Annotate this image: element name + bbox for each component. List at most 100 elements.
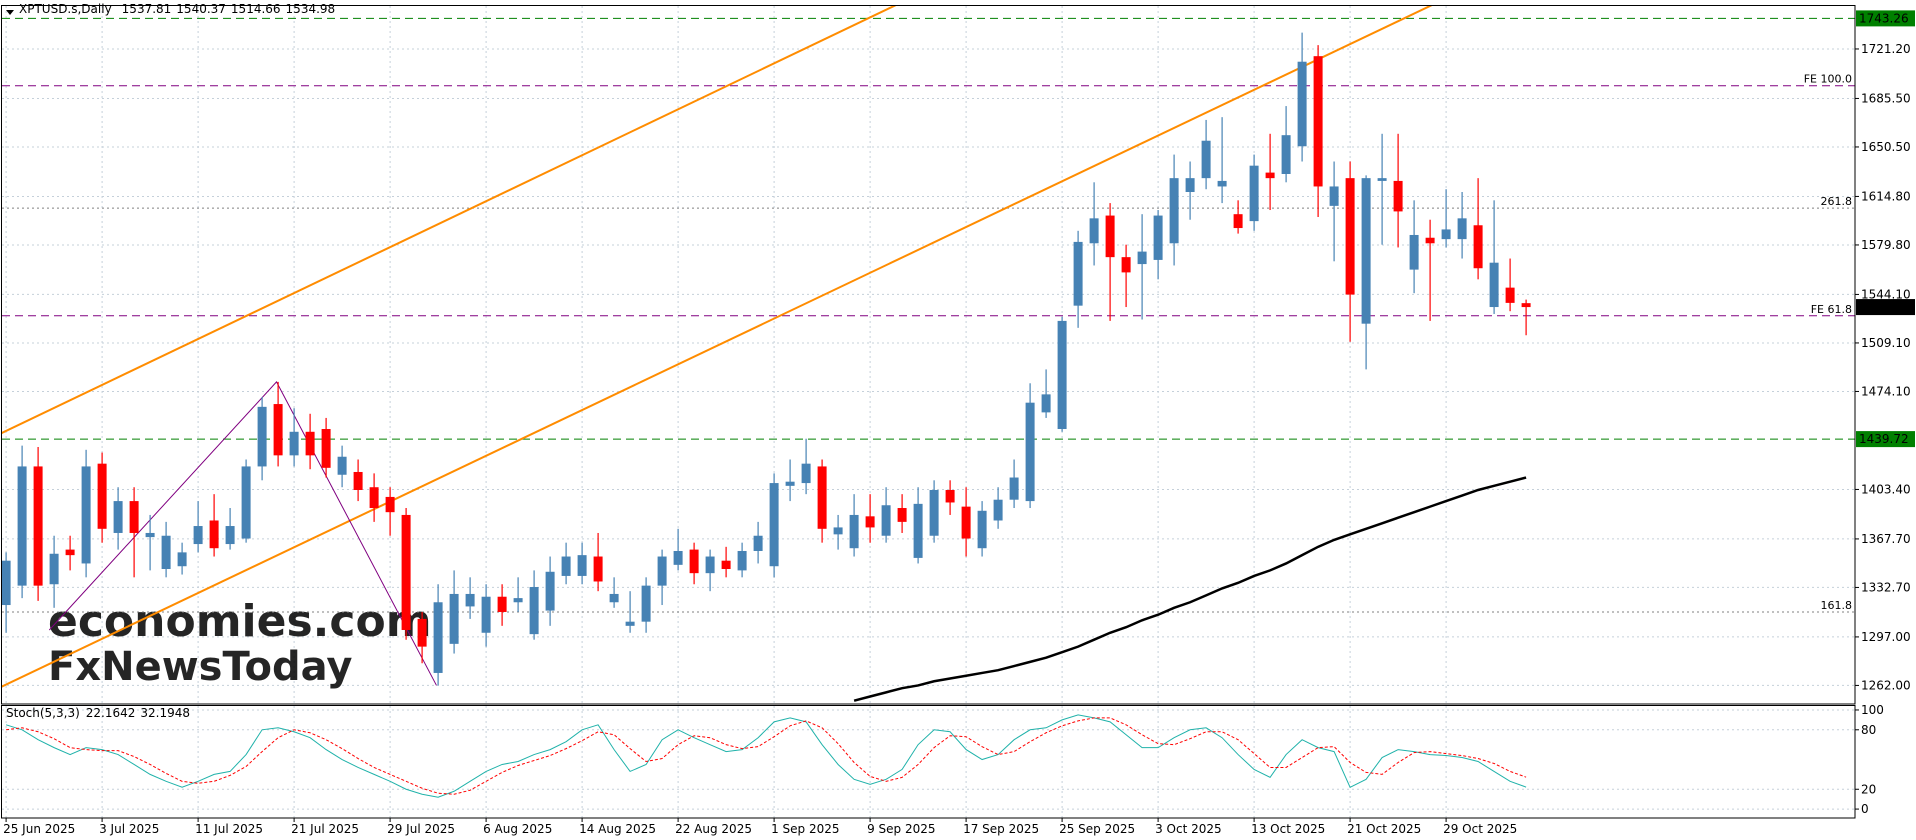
y-tick-label: 1721.20 bbox=[1861, 42, 1911, 56]
y-tick-label: 1297.00 bbox=[1861, 630, 1911, 644]
candle-body bbox=[737, 550, 747, 571]
y-tick-label: 1332.70 bbox=[1861, 580, 1911, 594]
candle-body bbox=[1521, 303, 1531, 308]
candle-body bbox=[81, 466, 91, 564]
chart-header: XPTUSD.s,Daily 1537.81 1540.37 1514.66 1534.… bbox=[19, 2, 335, 16]
candle-body bbox=[1425, 237, 1435, 244]
stoch-header: Stoch(5,3,3) 22.1642 32.1948 bbox=[6, 706, 190, 720]
y-tick-label: 1509.10 bbox=[1861, 336, 1911, 350]
candle-body bbox=[1169, 178, 1179, 244]
y-tick-label: 1685.50 bbox=[1861, 91, 1911, 105]
candle-body bbox=[97, 463, 107, 529]
candle-body bbox=[1377, 178, 1387, 181]
candle-body bbox=[929, 489, 939, 536]
candle-body bbox=[769, 483, 779, 567]
candle-body bbox=[545, 571, 555, 611]
level-label: FE 100.0 bbox=[1804, 73, 1852, 86]
candle-body bbox=[785, 481, 795, 486]
candle-body bbox=[689, 549, 699, 574]
candle-body bbox=[321, 429, 331, 468]
candle-body bbox=[977, 510, 987, 549]
candle-body bbox=[1105, 215, 1115, 258]
x-tick-label: 17 Sep 2025 bbox=[963, 822, 1039, 836]
x-tick-label: 21 Jul 2025 bbox=[291, 822, 359, 836]
candle-body bbox=[529, 587, 539, 635]
candle-body bbox=[1137, 251, 1147, 265]
candle-body bbox=[1121, 257, 1131, 273]
y-tick-label: 1614.80 bbox=[1861, 189, 1911, 203]
trendline bbox=[48, 381, 437, 686]
x-tick-label: 1 Sep 2025 bbox=[771, 822, 839, 836]
header-close: 1534.98 bbox=[286, 2, 336, 16]
y-tick-label: 1650.50 bbox=[1861, 140, 1911, 154]
main-frame bbox=[1, 5, 1856, 705]
last-price-tag bbox=[1856, 299, 1915, 316]
candle-body bbox=[721, 560, 731, 570]
candle-body bbox=[2, 560, 11, 606]
candle-body bbox=[961, 506, 971, 539]
candle-body bbox=[257, 406, 267, 467]
candle-body bbox=[449, 593, 459, 644]
y-tick-label: 1367.70 bbox=[1861, 532, 1911, 546]
candle-body bbox=[1265, 172, 1275, 179]
candle-body bbox=[641, 585, 651, 622]
candle-body bbox=[385, 496, 395, 513]
candle-body bbox=[161, 535, 171, 570]
level-tag bbox=[1856, 431, 1915, 448]
candle-body bbox=[833, 527, 843, 535]
candle-body bbox=[993, 499, 1003, 521]
candle-body bbox=[1249, 165, 1259, 222]
level-tag-label: 1439.72 bbox=[1859, 432, 1909, 446]
candle-body bbox=[465, 593, 475, 607]
candle-body bbox=[593, 556, 603, 582]
candle-body bbox=[481, 596, 491, 633]
candle-body bbox=[1329, 186, 1339, 206]
candle-body bbox=[1041, 394, 1051, 413]
candle-body bbox=[1073, 241, 1083, 306]
candle-body bbox=[1361, 178, 1371, 324]
x-tick-label: 22 Aug 2025 bbox=[675, 822, 752, 836]
menu-icon[interactable] bbox=[6, 10, 14, 15]
candle-body bbox=[1441, 229, 1451, 240]
level-label: 261.8 bbox=[1821, 195, 1853, 208]
candle-body bbox=[129, 501, 139, 533]
y-tick-label: 1474.10 bbox=[1861, 384, 1911, 398]
y-tick-label: 1544.10 bbox=[1861, 287, 1911, 301]
moving-average bbox=[853, 476, 1527, 702]
candle-body bbox=[369, 487, 379, 509]
candle-body bbox=[401, 514, 411, 630]
trendline bbox=[2, 6, 1433, 688]
candle-body bbox=[753, 535, 763, 551]
level-label: 161.8 bbox=[1821, 599, 1853, 612]
candle-body bbox=[705, 556, 715, 574]
candle-body bbox=[49, 553, 59, 585]
candle-body bbox=[353, 471, 363, 490]
x-tick-label: 11 Jul 2025 bbox=[195, 822, 263, 836]
header-high: 1540.37 bbox=[176, 2, 226, 16]
candle-body bbox=[17, 466, 27, 586]
main-plot: FE 100.0 261.8 FE 61.8 161.8 bbox=[2, 6, 1855, 702]
x-tick-label: 29 Jul 2025 bbox=[387, 822, 455, 836]
candle-body bbox=[817, 466, 827, 529]
watermark: FxNewsToday bbox=[48, 644, 352, 690]
candle-body bbox=[1345, 178, 1355, 295]
x-tick-label: 6 Aug 2025 bbox=[483, 822, 552, 836]
x-tick-label: 13 Oct 2025 bbox=[1251, 822, 1325, 836]
candle-body bbox=[241, 466, 251, 539]
level-tag bbox=[1856, 10, 1915, 27]
candle-body bbox=[273, 404, 283, 456]
y-tick-label: 1579.80 bbox=[1861, 238, 1911, 252]
candle-body bbox=[145, 532, 155, 538]
header-low: 1514.66 bbox=[231, 2, 281, 16]
candle-body bbox=[865, 516, 875, 528]
candle-body bbox=[849, 514, 859, 549]
y-tick-label: 100 bbox=[1861, 703, 1884, 717]
candle-body bbox=[1281, 135, 1291, 174]
last-price-label: 1534.98 bbox=[1859, 300, 1909, 314]
candle-body bbox=[1489, 262, 1499, 308]
candle-body bbox=[193, 526, 203, 545]
candle-body bbox=[497, 596, 507, 612]
